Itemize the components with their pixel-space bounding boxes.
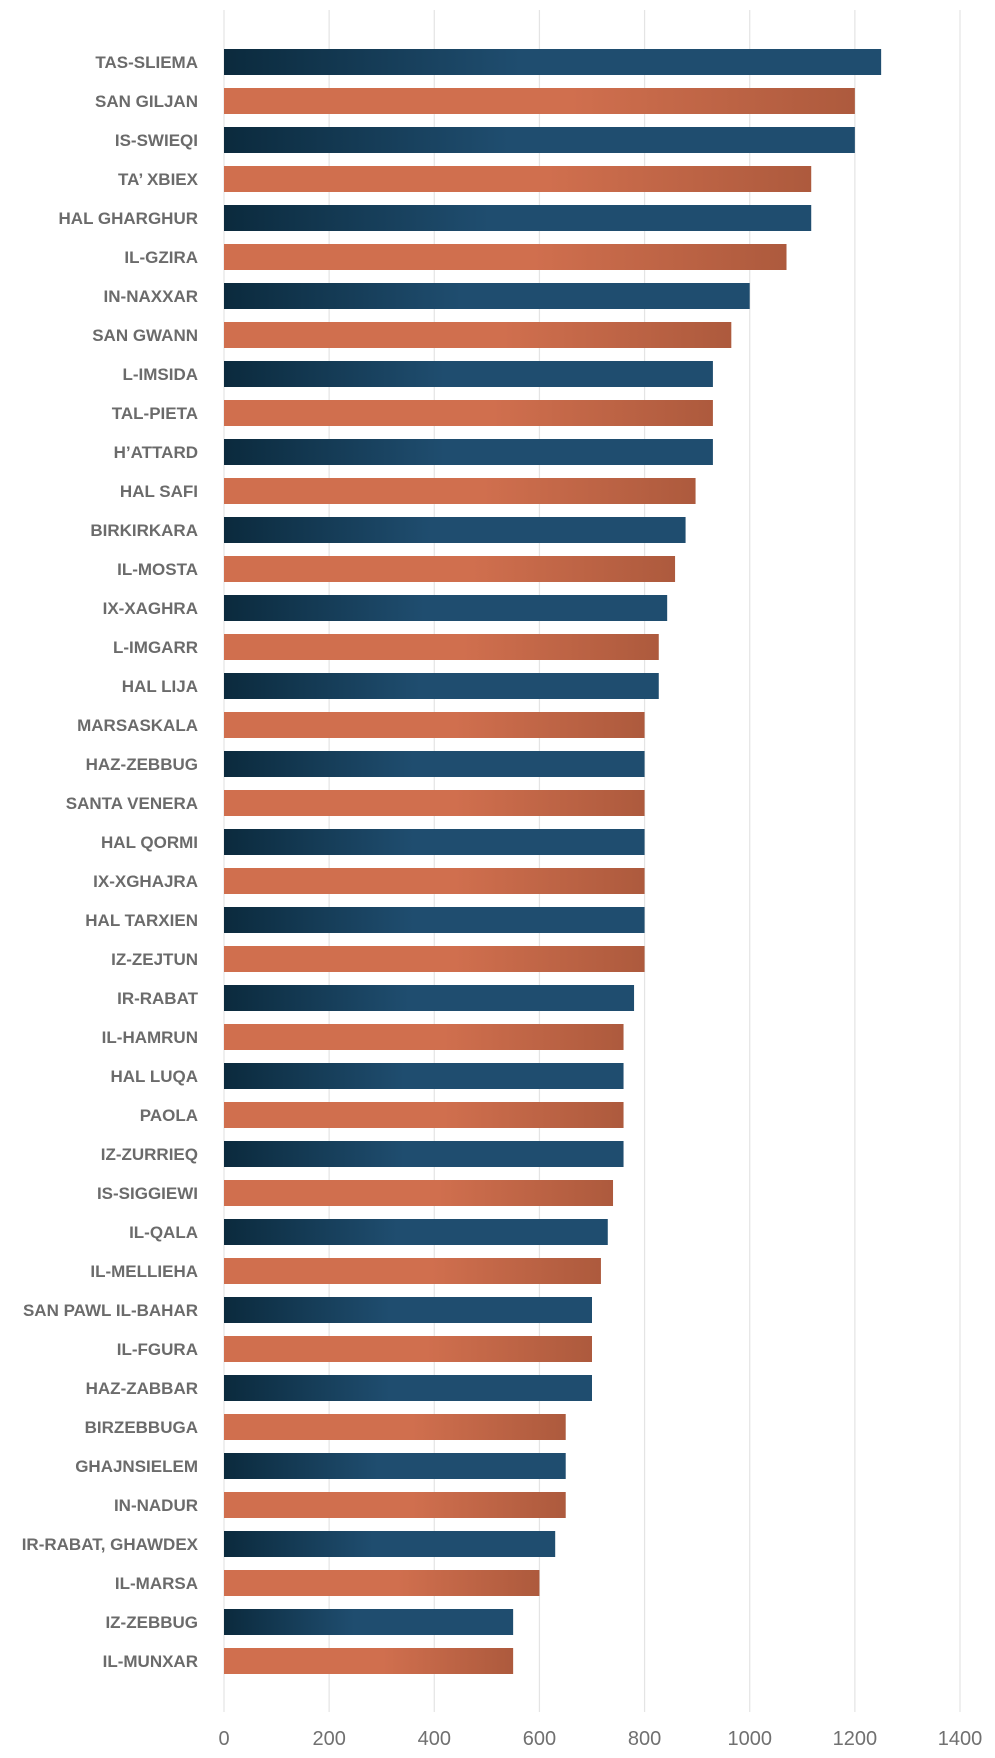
x-tick-label-0: 0: [218, 1728, 229, 1750]
category-label-tas-sliema: TAS-SLIEMA: [95, 53, 198, 72]
bar-ir-rabat-ghawdex: [224, 1531, 556, 1557]
x-tick-label-1000: 1000: [727, 1728, 772, 1750]
category-label-il-fgura: IL-FGURA: [117, 1340, 198, 1359]
x-tick-label-600: 600: [523, 1728, 556, 1750]
category-label-hal-lija: HAL LIJA: [122, 677, 198, 696]
bar-hal-qormi: [224, 829, 645, 855]
bar-san-pawl-il-bahar: [224, 1297, 592, 1323]
bar-hal-luqa: [224, 1063, 624, 1089]
bar-ir-rabat: [224, 985, 635, 1011]
category-label-h-attard: H’ATTARD: [114, 443, 198, 462]
category-label-ir-rabat-ghawdex: IR-RABAT, GHAWDEX: [22, 1535, 199, 1554]
bar-il-mellieha: [224, 1258, 601, 1284]
category-label-iz-zurrieq: IZ-ZURRIEQ: [101, 1145, 198, 1164]
bar-birkirkara: [224, 517, 686, 543]
category-label-birzebbuga: BIRZEBBUGA: [85, 1418, 198, 1437]
bar-san-giljan: [224, 88, 855, 114]
category-label-l-imgarr: L-IMGARR: [113, 638, 198, 657]
category-label-hal-luqa: HAL LUQA: [110, 1067, 198, 1086]
x-tick-label-400: 400: [418, 1728, 451, 1750]
bars: [224, 49, 882, 1674]
x-axis-ticks: 0 200 400 600 800 1000 1200 1400: [218, 1728, 982, 1750]
category-label-paola: PAOLA: [140, 1106, 198, 1125]
bar-il-mosta: [224, 556, 676, 582]
bar-birzebbuga: [224, 1414, 566, 1440]
bar-il-gzira: [224, 244, 787, 270]
category-label-il-marsa: IL-MARSA: [115, 1574, 198, 1593]
category-label-in-naxxar: IN-NAXXAR: [104, 287, 198, 306]
bar-santa-venera: [224, 790, 645, 816]
category-label-ta-xbiex: TA’ XBIEX: [118, 170, 199, 189]
bar-il-marsa: [224, 1570, 540, 1596]
bar-hal-lija: [224, 673, 659, 699]
bar-l-imgarr: [224, 634, 659, 660]
x-tick-label-1200: 1200: [833, 1728, 878, 1750]
category-label-hal-qormi: HAL QORMI: [101, 833, 198, 852]
bar-marsaskala: [224, 712, 645, 738]
category-label-santa-venera: SANTA VENERA: [66, 794, 198, 813]
bar-in-nadur: [224, 1492, 566, 1518]
category-label-il-gzira: IL-GZIRA: [124, 248, 198, 267]
bar-il-munxar: [224, 1648, 514, 1674]
category-label-hal-tarxien: HAL TARXIEN: [85, 911, 198, 930]
bar-ix-xaghra: [224, 595, 668, 621]
bar-iz-zebbug: [224, 1609, 514, 1635]
bar-is-siggiewi: [224, 1180, 614, 1206]
bar-hal-tarxien: [224, 907, 645, 933]
category-label-marsaskala: MARSASKALA: [77, 716, 198, 735]
category-label-il-qala: IL-QALA: [129, 1223, 198, 1242]
category-label-haz-zebbug: HAZ-ZEBBUG: [86, 755, 198, 774]
category-label-birkirkara: BIRKIRKARA: [90, 521, 198, 540]
bar-ta-xbiex: [224, 166, 812, 192]
bar-ghajnsielem: [224, 1453, 566, 1479]
bar-l-imsida: [224, 361, 713, 387]
bar-paola: [224, 1102, 624, 1128]
bar-il-fgura: [224, 1336, 592, 1362]
category-label-in-nadur: IN-NADUR: [114, 1496, 198, 1515]
category-label-san-pawl-il-bahar: SAN PAWL IL-BAHAR: [23, 1301, 198, 1320]
category-label-hal-gharghur: HAL GHARGHUR: [59, 209, 198, 228]
bar-il-qala: [224, 1219, 608, 1245]
bar-san-gwann: [224, 322, 732, 348]
category-label-tal-pieta: TAL-PIETA: [112, 404, 198, 423]
category-label-ix-xghajra: IX-XGHAJRA: [93, 872, 198, 891]
category-label-is-siggiewi: IS-SIGGIEWI: [97, 1184, 198, 1203]
category-label-haz-zabbar: HAZ-ZABBAR: [86, 1379, 198, 1398]
category-label-ir-rabat: IR-RABAT: [117, 989, 199, 1008]
category-label-ix-xaghra: IX-XAGHRA: [103, 599, 198, 618]
category-label-iz-zebbug: IZ-ZEBBUG: [105, 1613, 198, 1632]
bar-hal-gharghur: [224, 205, 812, 231]
bar-haz-zebbug: [224, 751, 645, 777]
category-labels: TAS-SLIEMA SAN GILJAN IS-SWIEQI TA’ XBIEX HA…: [22, 53, 199, 1671]
category-label-san-giljan: SAN GILJAN: [95, 92, 198, 111]
bar-tal-pieta: [224, 400, 713, 426]
category-label-iz-zejtun: IZ-ZEJTUN: [111, 950, 198, 969]
bar-tas-sliema: [224, 49, 882, 75]
category-label-ghajnsielem: GHAJNSIELEM: [75, 1457, 198, 1476]
bar-haz-zabbar: [224, 1375, 592, 1401]
category-label-san-gwann: SAN GWANN: [92, 326, 198, 345]
bar-h-attard: [224, 439, 713, 465]
bar-is-swieqi: [224, 127, 855, 153]
category-label-hal-safi: HAL SAFI: [120, 482, 198, 501]
category-label-is-swieqi: IS-SWIEQI: [115, 131, 198, 150]
bar-iz-zejtun: [224, 946, 645, 972]
category-label-il-hamrun: IL-HAMRUN: [102, 1028, 198, 1047]
bar-in-naxxar: [224, 283, 750, 309]
bar-iz-zurrieq: [224, 1141, 624, 1167]
x-tick-label-1400: 1400: [938, 1728, 983, 1750]
category-label-l-imsida: L-IMSIDA: [122, 365, 198, 384]
category-label-il-mellieha: IL-MELLIEHA: [90, 1262, 198, 1281]
bar-ix-xghajra: [224, 868, 645, 894]
x-tick-label-200: 200: [312, 1728, 345, 1750]
bar-il-hamrun: [224, 1024, 624, 1050]
category-label-il-mosta: IL-MOSTA: [117, 560, 198, 579]
x-tick-label-800: 800: [628, 1728, 661, 1750]
category-label-il-munxar: IL-MUNXAR: [103, 1652, 198, 1671]
bar-hal-safi: [224, 478, 696, 504]
